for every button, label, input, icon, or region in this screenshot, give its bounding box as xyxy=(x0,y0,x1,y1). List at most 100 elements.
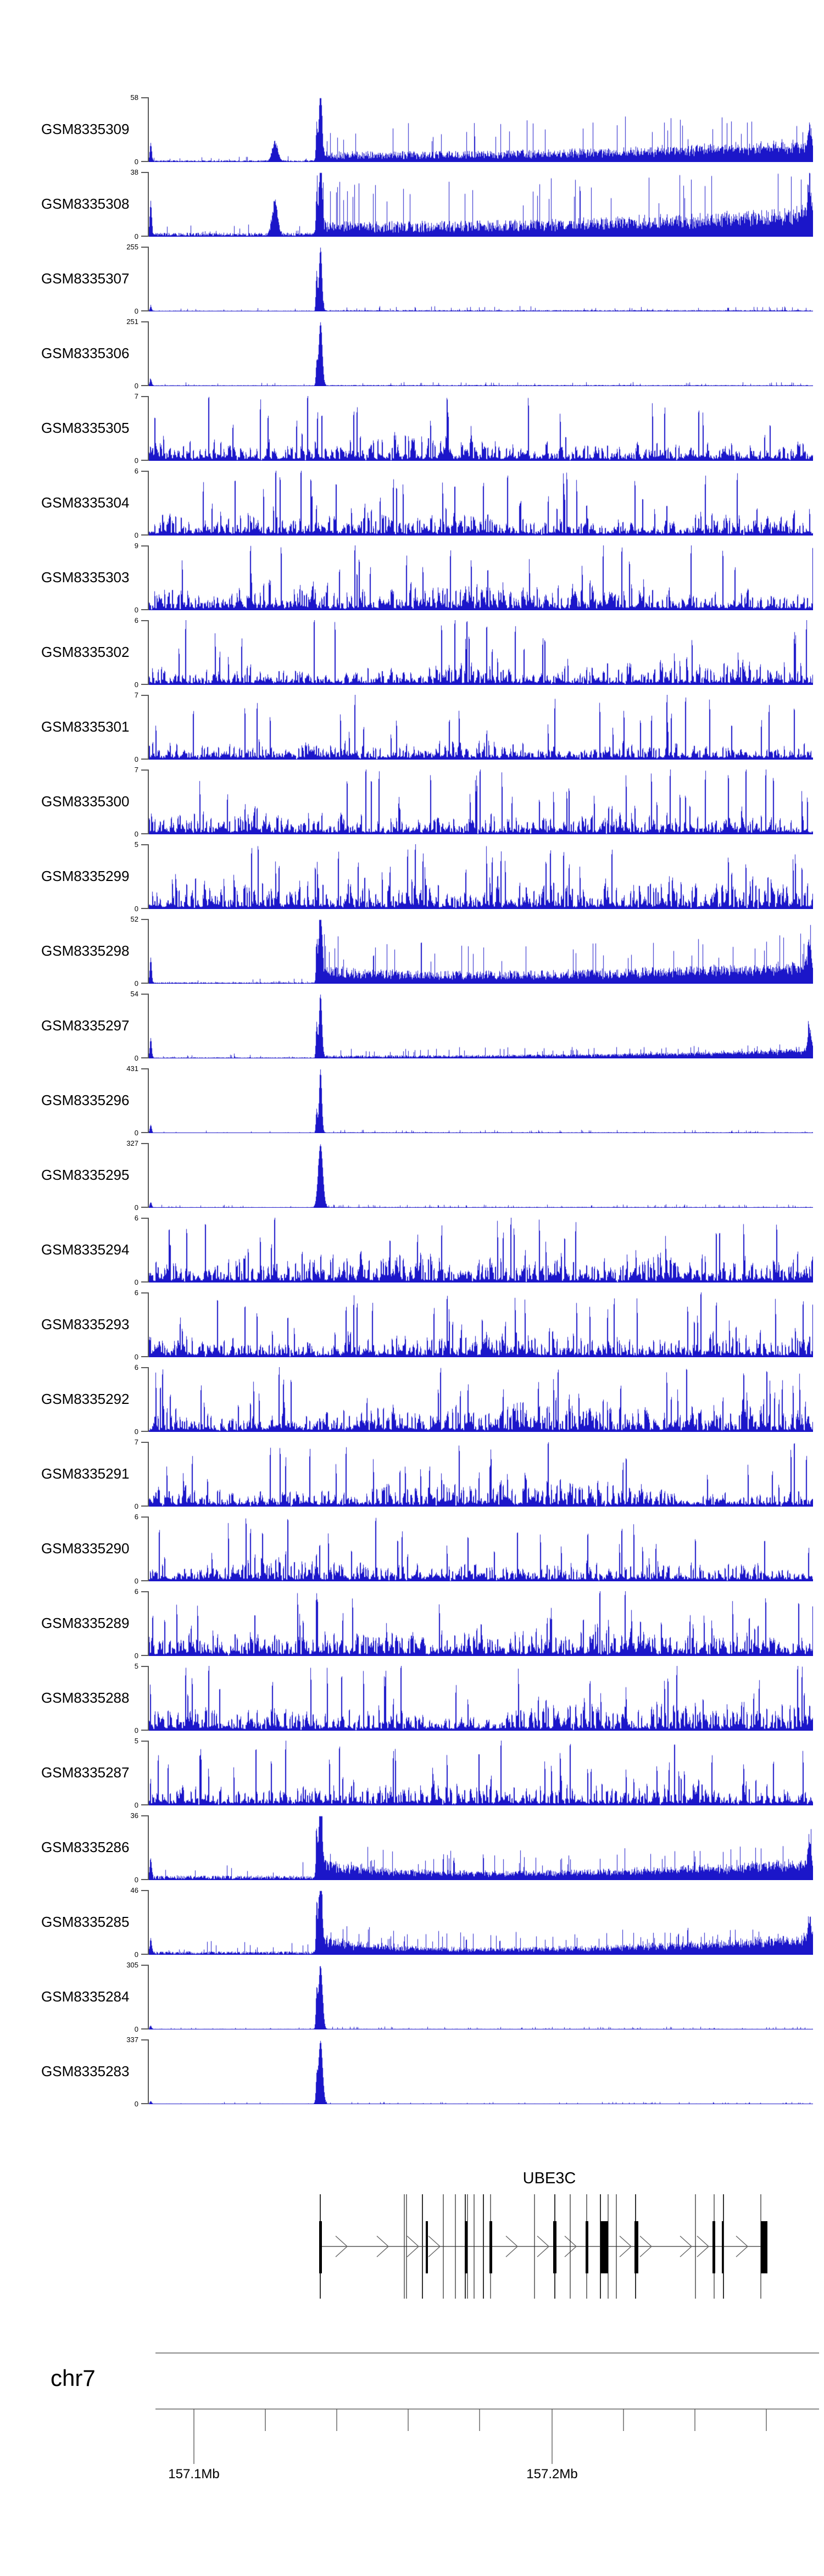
yaxis-bottom-tick xyxy=(141,1431,148,1432)
yaxis-top-tick xyxy=(141,1741,148,1742)
yaxis-zero-label: 0 xyxy=(134,1502,138,1510)
coverage-signal xyxy=(149,1815,813,1880)
coverage-track: GSM8335300 7 0 xyxy=(0,766,824,838)
yaxis-zero-label: 0 xyxy=(134,1652,138,1660)
yaxis-max-label: 6 xyxy=(134,1363,138,1371)
yaxis-bottom-tick xyxy=(141,1057,148,1058)
coverage-track: GSM8335294 6 0 xyxy=(0,1214,824,1286)
yaxis-line xyxy=(148,1292,149,1357)
sample-label: GSM8335306 xyxy=(41,345,130,361)
yaxis-max-label: 5 xyxy=(134,1737,138,1745)
yaxis-bottom-tick xyxy=(141,1580,148,1581)
yaxis-zero-label: 0 xyxy=(134,232,138,241)
yaxis-top-tick xyxy=(141,1367,148,1368)
yaxis-top-tick xyxy=(141,1442,148,1443)
coverage-track: GSM8335297 54 0 xyxy=(0,990,824,1062)
sample-label: GSM8335299 xyxy=(41,868,130,884)
yaxis-top-tick xyxy=(141,844,148,845)
yaxis-zero-label: 0 xyxy=(134,1876,138,1884)
yaxis-bottom-tick xyxy=(141,1655,148,1656)
yaxis-line xyxy=(148,247,149,311)
sample-label: GSM8335288 xyxy=(41,1690,130,1706)
yaxis-line xyxy=(148,97,149,162)
yaxis-line xyxy=(148,1516,149,1581)
yaxis-zero-label: 0 xyxy=(134,1054,138,1062)
yaxis-zero-label: 0 xyxy=(134,1278,138,1286)
yaxis-max-label: 7 xyxy=(134,392,138,400)
yaxis-top-tick xyxy=(141,994,148,995)
yaxis-zero-label: 0 xyxy=(134,1577,138,1585)
yaxis-max-label: 6 xyxy=(134,1289,138,1297)
coverage-signal xyxy=(149,1516,813,1581)
yaxis-max-label: 58 xyxy=(130,93,138,102)
yaxis-line xyxy=(148,1218,149,1283)
yaxis-top-tick xyxy=(141,1890,148,1891)
coverage-track: GSM8335301 7 0 xyxy=(0,691,824,763)
sample-label: GSM8335300 xyxy=(41,793,130,810)
coverage-track: GSM8335308 38 0 xyxy=(0,168,824,241)
chromosome-label: chr7 xyxy=(51,2365,96,2391)
yaxis-max-label: 431 xyxy=(126,1064,138,1073)
yaxis-bottom-tick xyxy=(141,1356,148,1357)
yaxis-top-tick xyxy=(141,97,148,98)
yaxis-top-tick xyxy=(141,1143,148,1144)
yaxis-line xyxy=(148,1143,149,1208)
coverage-signal xyxy=(149,994,813,1058)
yaxis-max-label: 251 xyxy=(126,317,138,326)
strand-direction-arrow-icon xyxy=(335,2235,348,2257)
yaxis-zero-label: 0 xyxy=(134,2100,138,2108)
yaxis-line xyxy=(148,545,149,610)
coverage-track: GSM8335298 52 0 xyxy=(0,915,824,988)
yaxis-top-tick xyxy=(141,396,148,397)
yaxis-bottom-tick xyxy=(141,161,148,162)
coverage-track: GSM8335292 6 0 xyxy=(0,1363,824,1436)
yaxis-top-tick xyxy=(141,1965,148,1966)
yaxis-top-tick xyxy=(141,1591,148,1592)
yaxis-zero-label: 0 xyxy=(134,681,138,689)
coverage-signal xyxy=(149,1666,813,1731)
coverage-signal xyxy=(149,2039,813,2104)
coverage-signal xyxy=(149,1068,813,1133)
coverage-signal xyxy=(149,172,813,237)
yaxis-zero-label: 0 xyxy=(134,307,138,315)
yaxis-bottom-tick xyxy=(141,1207,148,1208)
coverage-track: GSM8335284 305 0 xyxy=(0,1961,824,2033)
yaxis-line xyxy=(148,172,149,237)
sample-label: GSM8335291 xyxy=(41,1465,130,1482)
coverage-signal xyxy=(149,695,813,760)
yaxis-zero-label: 0 xyxy=(134,979,138,988)
coverage-track: GSM8335309 58 0 xyxy=(0,93,824,166)
yaxis-bottom-tick xyxy=(141,385,148,386)
yaxis-line xyxy=(148,1890,149,1955)
yaxis-line xyxy=(148,1591,149,1656)
yaxis-zero-label: 0 xyxy=(134,1726,138,1735)
yaxis-max-label: 52 xyxy=(130,915,138,923)
yaxis-bottom-tick xyxy=(141,759,148,760)
strand-direction-arrow-icon xyxy=(407,2235,420,2257)
coverage-signal xyxy=(149,471,813,536)
yaxis-line xyxy=(148,1367,149,1432)
yaxis-bottom-tick xyxy=(141,460,148,461)
axis-tick-label: 157.1Mb xyxy=(168,2467,219,2482)
yaxis-top-tick xyxy=(141,321,148,322)
coordinate-axis: 157.1Mb 157.2Mb xyxy=(155,2352,819,2482)
coverage-track: GSM8335307 255 0 xyxy=(0,243,824,315)
yaxis-max-label: 337 xyxy=(126,2036,138,2044)
coverage-track: GSM8335291 7 0 xyxy=(0,1438,824,1510)
yaxis-zero-label: 0 xyxy=(134,905,138,913)
exon-box xyxy=(761,2221,767,2273)
yaxis-zero-label: 0 xyxy=(134,158,138,166)
sample-label: GSM8335283 xyxy=(41,2063,130,2079)
coverage-signal xyxy=(149,545,813,610)
yaxis-zero-label: 0 xyxy=(134,1801,138,1809)
strand-direction-arrow-icon xyxy=(564,2235,577,2257)
coverage-signal xyxy=(149,247,813,311)
yaxis-top-tick xyxy=(141,2039,148,2040)
strand-direction-arrow-icon xyxy=(680,2235,693,2257)
coverage-track: GSM8335290 6 0 xyxy=(0,1513,824,1585)
yaxis-line xyxy=(148,994,149,1058)
yaxis-line xyxy=(148,1068,149,1133)
yaxis-bottom-tick xyxy=(141,1506,148,1507)
yaxis-max-label: 255 xyxy=(126,243,138,251)
yaxis-bottom-tick xyxy=(141,1879,148,1880)
